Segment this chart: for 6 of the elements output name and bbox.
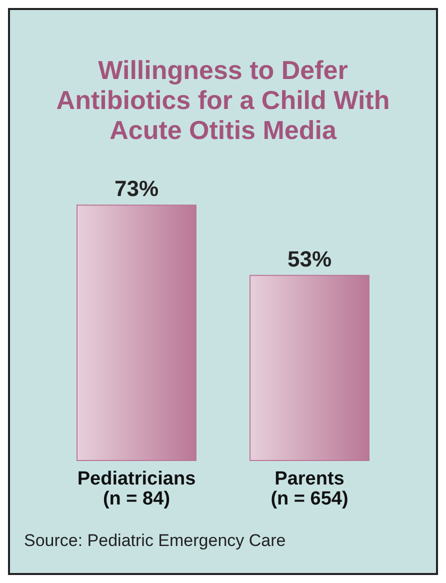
data-label: 73% <box>114 176 159 202</box>
x-tick-label: Pediatricians (n = 84) <box>77 468 196 510</box>
x-tick-label: Parents (n = 654) <box>270 468 348 510</box>
chart-title: Willingness to Defer Antibiotics for a Child With Acute Otitis Media <box>56 55 390 145</box>
data-label: 53% <box>287 246 332 272</box>
source-note: Source: Pediatric Emergency Care <box>24 531 286 550</box>
